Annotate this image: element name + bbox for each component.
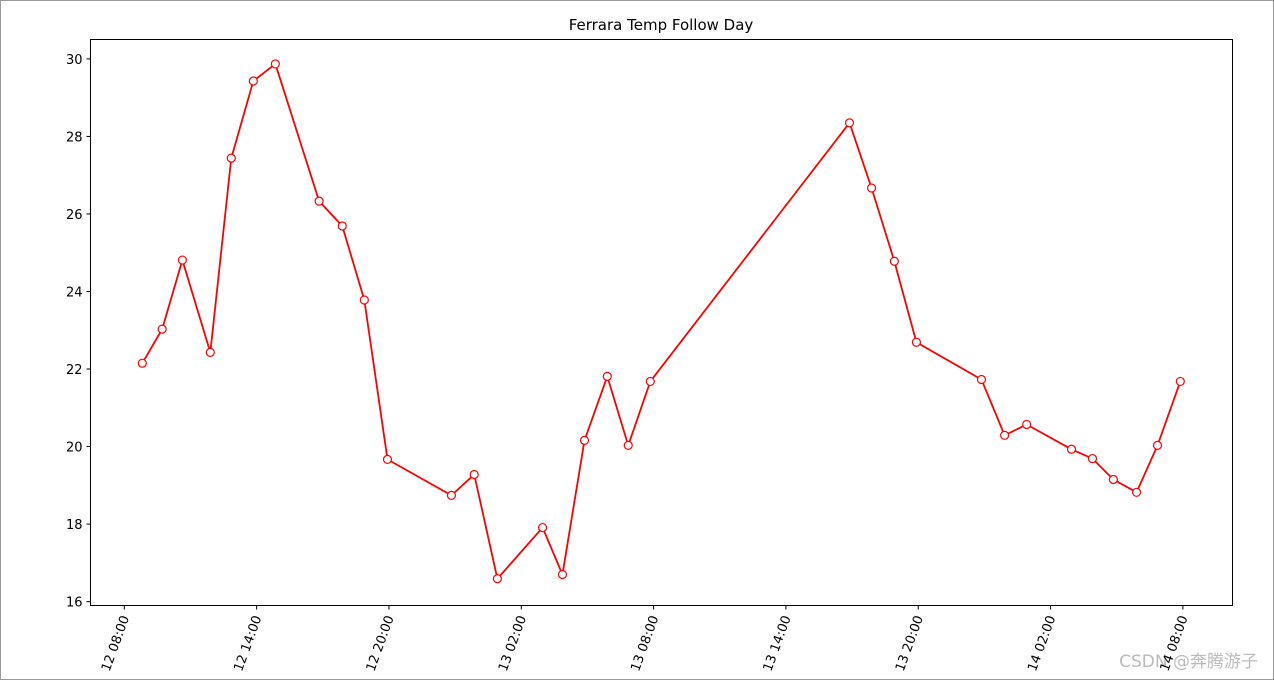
point — [446, 490, 457, 501]
chart-title: Ferrara Temp Follow Day — [569, 16, 754, 34]
point — [889, 256, 899, 266]
plot-area — [90, 39, 1233, 606]
point — [314, 196, 324, 206]
point — [579, 435, 590, 445]
point — [866, 183, 877, 193]
point — [1087, 453, 1098, 464]
point — [337, 221, 347, 231]
y-tick-label: 16 — [66, 596, 83, 611]
point — [844, 118, 855, 128]
point — [359, 295, 369, 305]
point — [469, 469, 479, 480]
point — [1022, 419, 1032, 430]
point — [248, 76, 258, 86]
point — [382, 454, 393, 464]
y-tick-label: 20 — [66, 441, 83, 456]
y-tick-label: 30 — [66, 53, 83, 68]
point — [976, 374, 987, 385]
point — [205, 347, 215, 357]
point — [557, 569, 568, 580]
point — [1000, 430, 1010, 440]
point — [270, 59, 280, 69]
point — [157, 324, 167, 334]
point — [537, 522, 548, 533]
point — [1108, 474, 1119, 485]
point — [1175, 376, 1185, 387]
point — [1066, 444, 1077, 454]
point — [602, 371, 612, 381]
y-tick-label: 24 — [66, 285, 83, 300]
point — [137, 358, 147, 368]
y-tick-label: 26 — [66, 208, 83, 223]
point — [1152, 440, 1163, 450]
y-tick-label: 18 — [66, 518, 83, 533]
point — [177, 255, 187, 265]
watermark: CSDN @奔腾游子 — [1119, 652, 1258, 672]
point — [623, 440, 633, 450]
point — [911, 337, 922, 347]
y-tick-label: 22 — [66, 363, 83, 378]
point — [226, 153, 236, 163]
point — [645, 376, 655, 387]
point — [1131, 487, 1142, 497]
point — [492, 574, 502, 584]
y-tick-label: 28 — [66, 130, 83, 145]
